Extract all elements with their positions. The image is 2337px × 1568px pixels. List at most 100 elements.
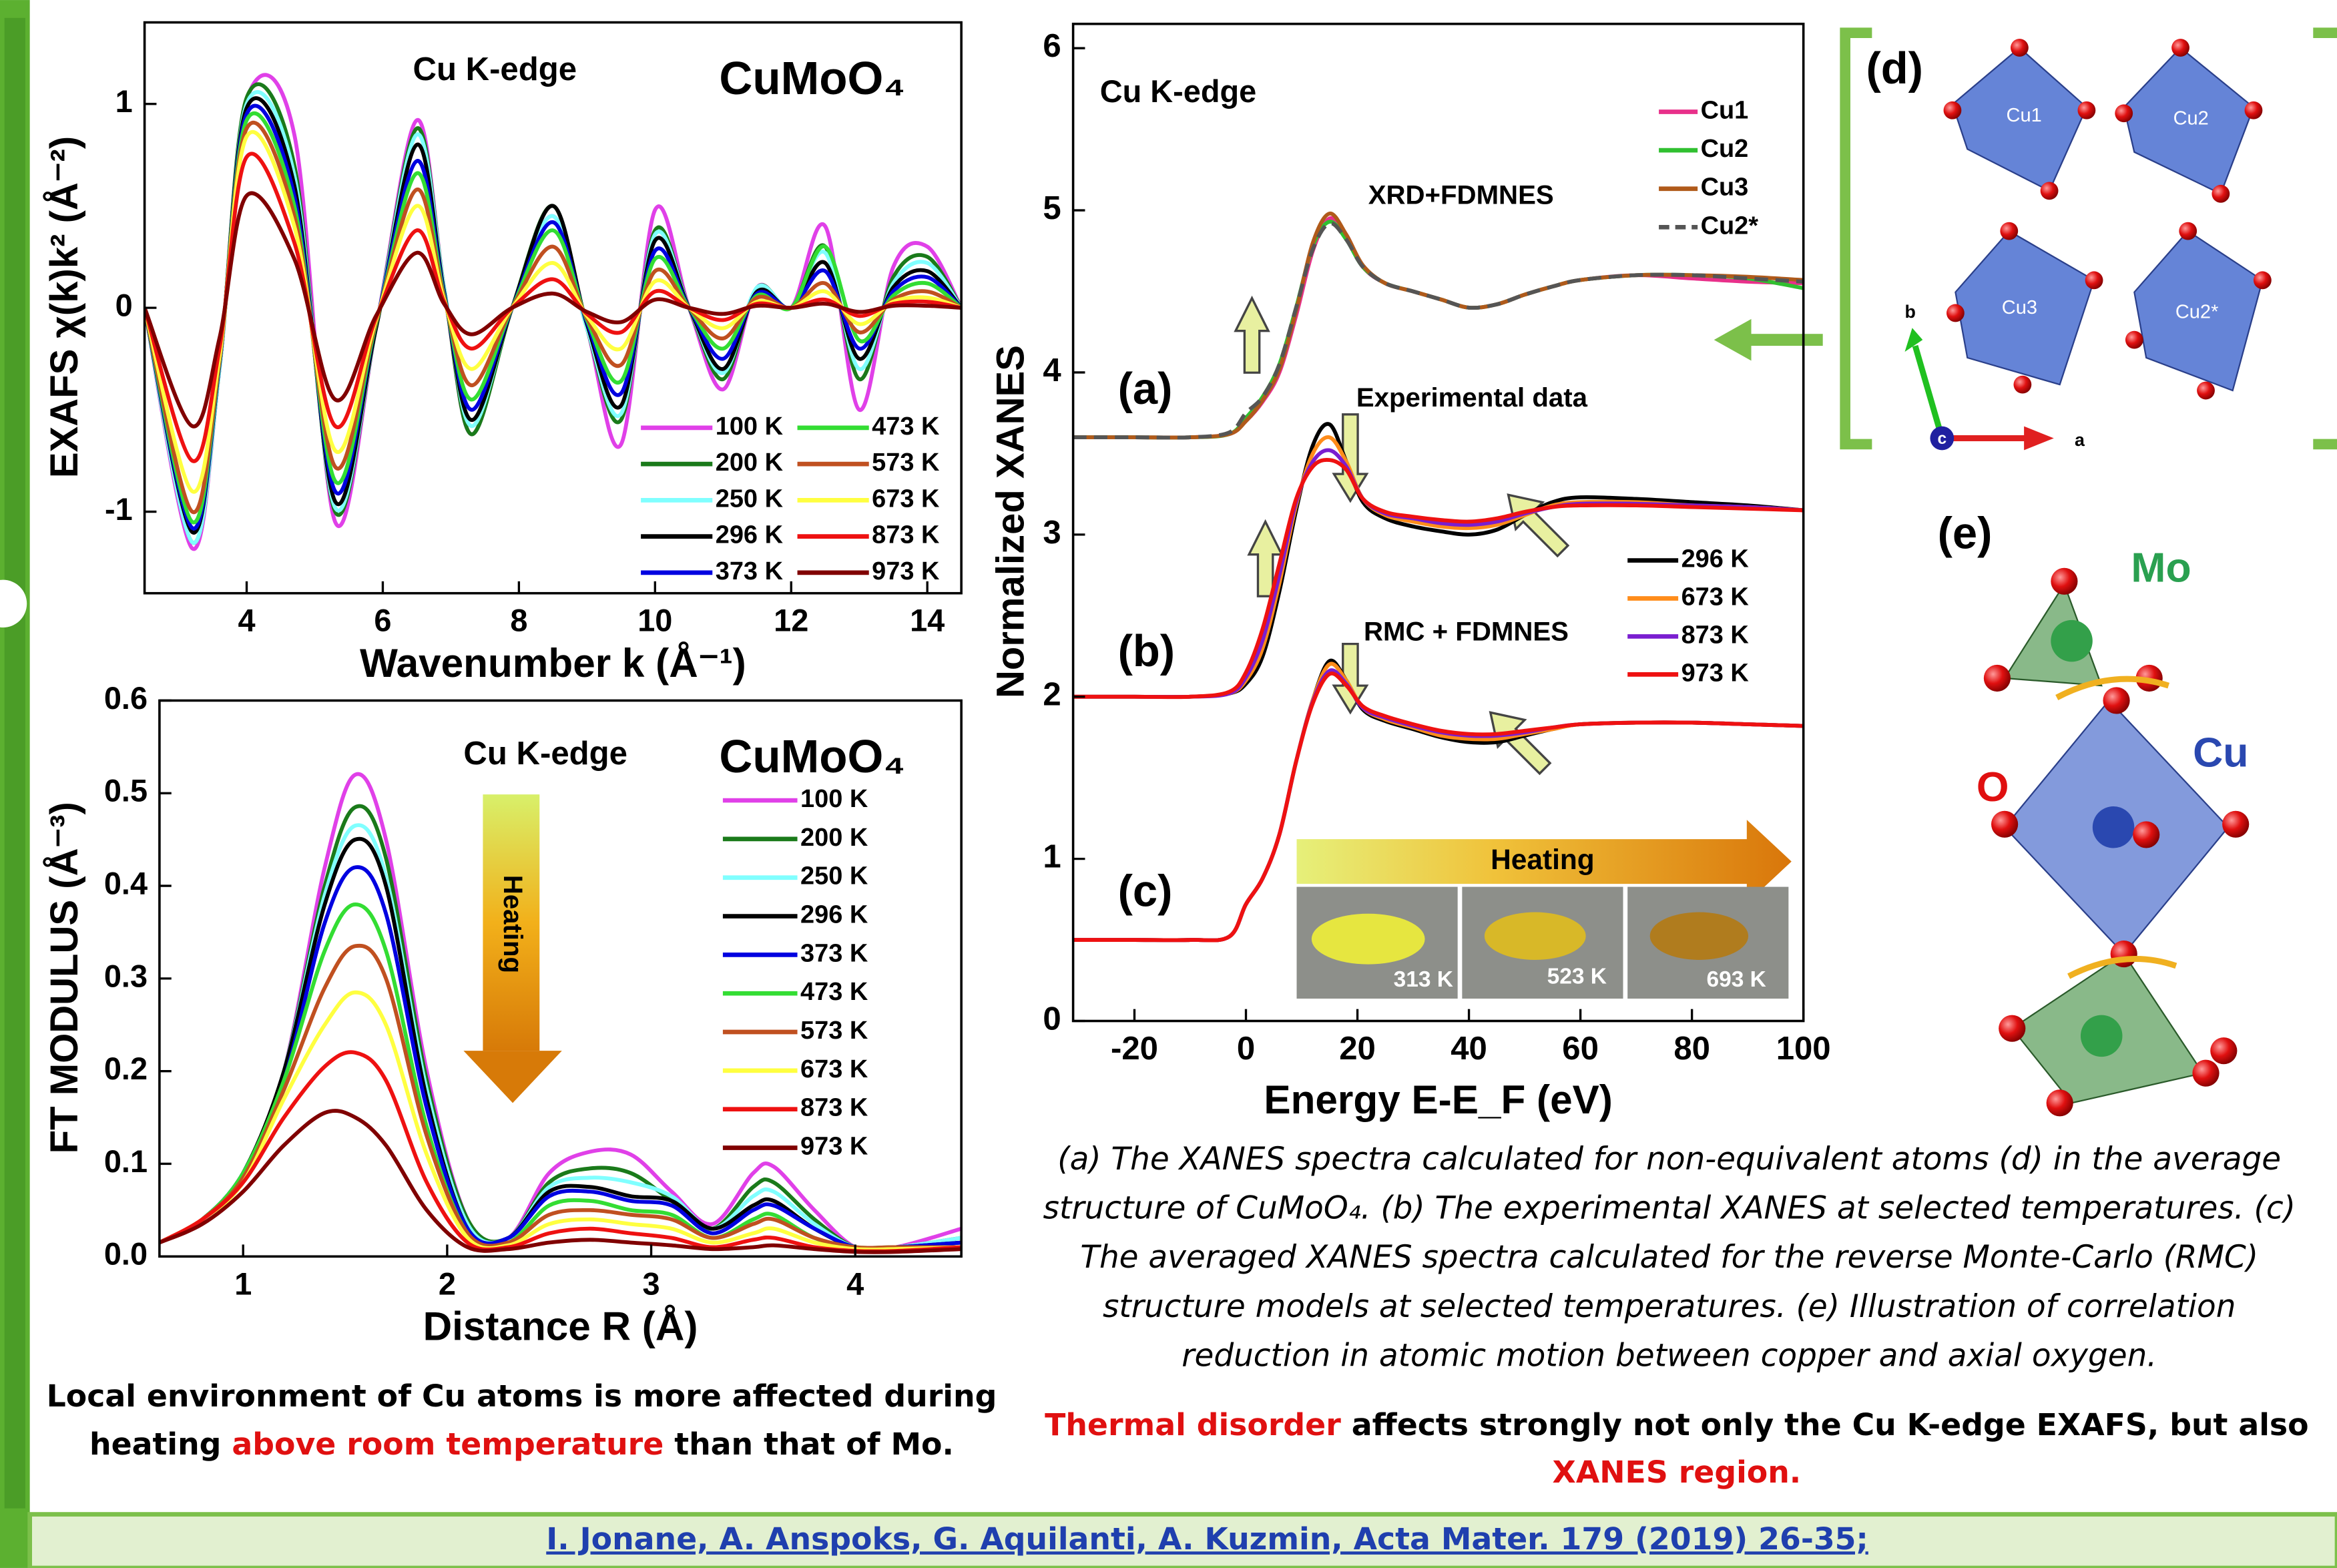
x-tick-label: 100 [1776,1031,1831,1067]
legend-label: 873 K [1681,621,1750,649]
series-line [144,191,962,429]
x-tick-label: 14 [910,603,945,638]
legend-label: Cu1 [1701,97,1749,125]
x-tick-label: 20 [1339,1031,1376,1067]
y-tick-label: 6 [1043,28,1061,64]
x-tick-label: 1 [234,1266,252,1301]
motion-arrow [2055,676,2170,700]
series-line [1073,672,1804,943]
side-strip-inner [4,17,25,1509]
atom-label: Cu [2193,730,2248,776]
panel-d: (d) Cu1 Cu2 Cu3 Cu2* b c a [1714,27,2337,451]
heating-label: Heating [498,875,528,973]
y-tick-label: 1 [115,84,133,119]
note-highlight: XANES region. [1553,1455,1802,1490]
atom [2085,271,2103,290]
axis-arrow [2024,426,2054,451]
legend-label: 373 K [716,557,784,585]
legend-label: 200 K [716,449,784,477]
axis-label: b [1904,302,1915,322]
y-tick-label: 2 [1043,677,1061,713]
note-line: heating above room temperature than that… [89,1426,954,1461]
legend-label: 250 K [716,485,784,513]
legend-label: 973 K [800,1133,868,1161]
legend-label: 296 K [1681,545,1750,573]
sample [1484,912,1586,960]
atom-o [2051,567,2078,595]
atom [2011,39,2029,57]
octahedron [1955,230,2095,386]
atom [2125,330,2143,349]
reference-link[interactable]: I. Jonane, A. Anspoks, G. Aquilanti, A. … [546,1521,1868,1557]
sample-photos [1296,886,1789,999]
atom-o [1983,664,2011,692]
note-highlight: above room temperature [232,1426,664,1461]
atom-label: Cu2 [2173,107,2209,129]
chart-title: CuMoO₄ [719,730,905,782]
bracket [1840,27,1872,450]
y-tick-label: 0 [115,288,133,323]
trend-arrows [1234,295,1570,776]
note-text: heating [89,1426,221,1461]
caption-line: structure models at selected temperature… [1103,1288,2236,1325]
x-tick-label: 10 [637,603,672,638]
atom-mo [2051,619,2093,662]
legend-label: 100 K [716,413,784,441]
atom-o [2192,1059,2220,1087]
series-line [144,96,962,535]
y-tick-label: 0.6 [104,681,148,716]
legend-label: 296 K [716,521,784,549]
atom [2115,104,2133,123]
chart-subtitle: Cu K-edge [1100,74,1256,109]
heating-label: Heating [1491,844,1595,875]
x-tick-label: 12 [774,603,808,638]
plot-frame [1071,22,1805,1023]
atom-o [2222,810,2250,838]
y-tick-label: 0.2 [104,1051,148,1086]
series-line [144,82,962,545]
note-line: Thermal disorder affects strongly not on… [1045,1406,2308,1442]
y-axis-title: FT MODULUS (Å⁻³) [43,802,86,1153]
legend-label: 573 K [872,449,940,477]
atom-o [2103,687,2130,714]
axis-arrow [1912,344,1945,439]
x-tick-label: 6 [374,603,391,638]
motion-arrow [2067,956,2177,979]
y-tick-label: 1 [1043,839,1061,875]
series-line [144,111,962,525]
atom [2171,39,2189,57]
annotation: XRD+FDMNES [1368,180,1554,210]
panel-label: (a) [1118,364,1173,414]
panel-label: (c) [1118,866,1173,916]
y-tick-label: 0.4 [104,866,148,900]
x-tick-label: 40 [1451,1031,1487,1067]
annotation: RMC + FDMNES [1364,617,1569,647]
annotation: Experimental data [1356,382,1588,413]
atom [2077,101,2096,119]
y-tick-label: 0 [1043,1001,1061,1037]
note-text: than that of Mo. [674,1426,954,1461]
y-tick-label: 0.3 [104,959,148,993]
atom-label: Cu1 [2006,105,2041,126]
x-tick-label: 4 [846,1266,864,1301]
x-tick-label: 2 [439,1266,456,1301]
atom-o [2133,821,2160,848]
atom-label: O [1977,764,2009,810]
series-line [144,90,962,545]
atom-o [1999,1015,2026,1042]
atom-mo [2080,1015,2123,1057]
x-tick-label: -20 [1111,1031,1158,1067]
photo-label: 313 K [1394,967,1453,992]
y-tick-label: 0.0 [104,1237,148,1272]
series-line [159,1050,962,1254]
series-line [1073,221,1804,440]
pointer-arrow [1748,334,1823,346]
legend-label: 873 K [872,521,940,549]
y-tick-label: -1 [105,492,133,527]
note-line: Local environment of Cu atoms is more af… [47,1378,997,1414]
chart-title: CuMoO₄ [719,52,905,104]
atom-o [1991,810,2019,838]
legend-label: 873 K [800,1094,868,1122]
atom [2040,182,2059,200]
legend-label: 250 K [800,862,868,890]
